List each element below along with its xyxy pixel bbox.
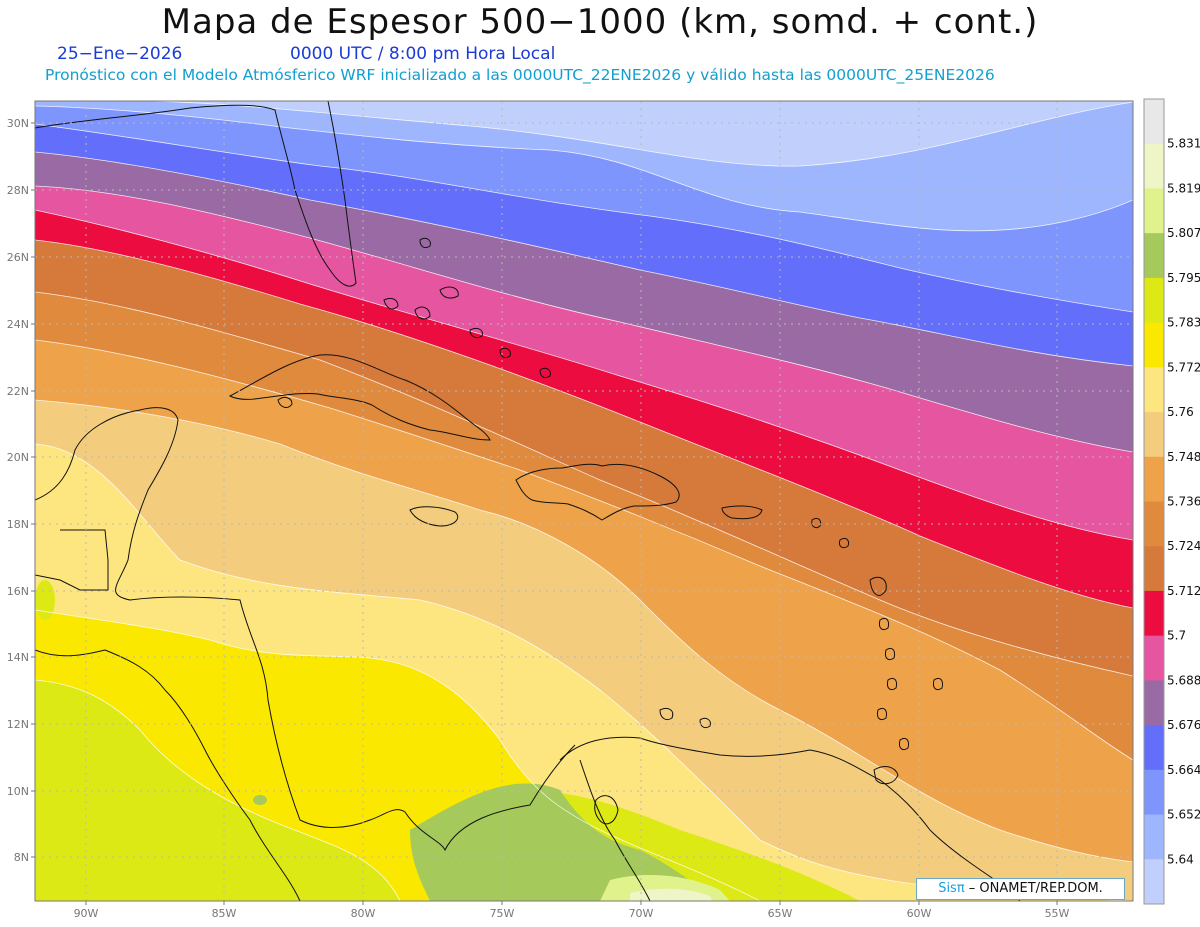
small-islands [383,237,943,751]
colorbar-swatch [1144,814,1164,860]
colorbar-swatch [1144,188,1164,234]
lon-label: 75W [490,907,515,920]
colorbar-swatch [1144,99,1164,145]
colorbar-swatch [1144,456,1164,502]
credit-org: – ONAMET/REP.DOM. [964,881,1103,896]
lat-label: 16N [7,585,29,598]
lat-label: 30N [7,117,29,130]
colorbar-label: 5.676 [1167,718,1200,732]
lat-label: 24N [7,318,29,331]
lon-label: 70W [629,907,654,920]
lat-label: 8N [14,851,29,864]
colorbar-label: 5.664 [1167,763,1200,777]
lat-label: 28N [7,184,29,197]
colorbar-label: 5.64 [1167,852,1194,866]
lat-label: 26N [7,251,29,264]
colorbar-swatch [1144,769,1164,816]
lon-label: 60W [907,907,932,920]
forecast-time: 0000 UTC / 8:00 pm Hora Local [290,44,556,64]
lat-label: 12N [7,718,29,731]
credit-box: Sisπ – ONAMET/REP.DOM. [916,878,1125,900]
colorbar-swatch [1144,277,1164,324]
gridlines [35,101,1133,901]
colorbar-label: 5.772 [1167,360,1200,374]
lon-label: 80W [351,907,376,920]
colorbar-label: 5.807 [1167,226,1200,240]
colorbar-label: 5.724 [1167,539,1200,553]
lon-label: 90W [74,907,99,920]
colorbar-label: 5.831 [1167,137,1200,151]
colorbar-label: 5.736 [1167,495,1200,509]
colorbar-label: 5.748 [1167,450,1200,464]
lon-label: 65W [768,907,793,920]
lon-labels: 90W 85W 80W 75W 70W 65W 60W 55W [74,907,1070,920]
colorbar-swatch [1144,635,1164,681]
lat-label: 10N [7,785,29,798]
colorbar-swatch [1144,725,1164,771]
model-description: Pronóstico con el Modelo Atmósferico WRF… [45,66,995,84]
lon-ticks [85,901,1058,905]
contour-field [35,101,1133,901]
band-5.819 [630,888,712,901]
colorbar-label: 5.712 [1167,584,1200,598]
lat-ticks [31,122,35,858]
colorbar-label: 5.7 [1167,629,1186,643]
coastlines [35,101,1021,901]
band-5.783 [35,680,400,901]
lat-labels: 30N 28N 26N 24N 22N 20N 18N 16N 14N 12N … [7,117,29,864]
colorbar-swatch [1144,322,1164,368]
lat-label: 14N [7,651,29,664]
colorbar-swatch [1144,680,1164,726]
band-5.795-patch [253,795,267,805]
colorbar-label: 5.819 [1167,181,1200,195]
lat-label: 20N [7,451,29,464]
forecast-date: 25−Ene−2026 [57,44,183,64]
colorbar-label: 5.783 [1167,316,1200,330]
colorbar-swatch [1144,412,1164,458]
colorbar-swatch [1144,233,1164,279]
lat-label: 22N [7,385,29,398]
colorbar-swatch [1144,501,1164,547]
lon-label: 85W [212,907,237,920]
band-5.783-patch [35,580,55,620]
colorbar-swatch [1144,859,1164,905]
colorbar-label: 5.76 [1167,405,1194,419]
colorbar-frame [1143,98,1165,905]
contour-lines [35,101,1133,901]
credit-brand: Sisπ [938,881,965,896]
lon-label: 55W [1045,907,1070,920]
colorbar-label: 5.795 [1167,271,1200,285]
lat-label: 18N [7,518,29,531]
colorbar-swatch [1144,143,1164,189]
page-title: Mapa de Espesor 500−1000 (km, somd. + co… [161,2,1039,42]
colorbar: 5.831 5.819 5.807 5.795 5.783 5.772 5.76 5.748 5… [1143,98,1200,905]
colorbar-swatch [1144,367,1164,413]
colorbar-swatch [1144,590,1164,637]
colorbar-swatch [1144,546,1164,592]
map-frame [34,100,1134,902]
colorbar-label: 5.688 [1167,673,1200,687]
colorbar-label: 5.652 [1167,808,1200,822]
band-5.795 [410,783,720,901]
